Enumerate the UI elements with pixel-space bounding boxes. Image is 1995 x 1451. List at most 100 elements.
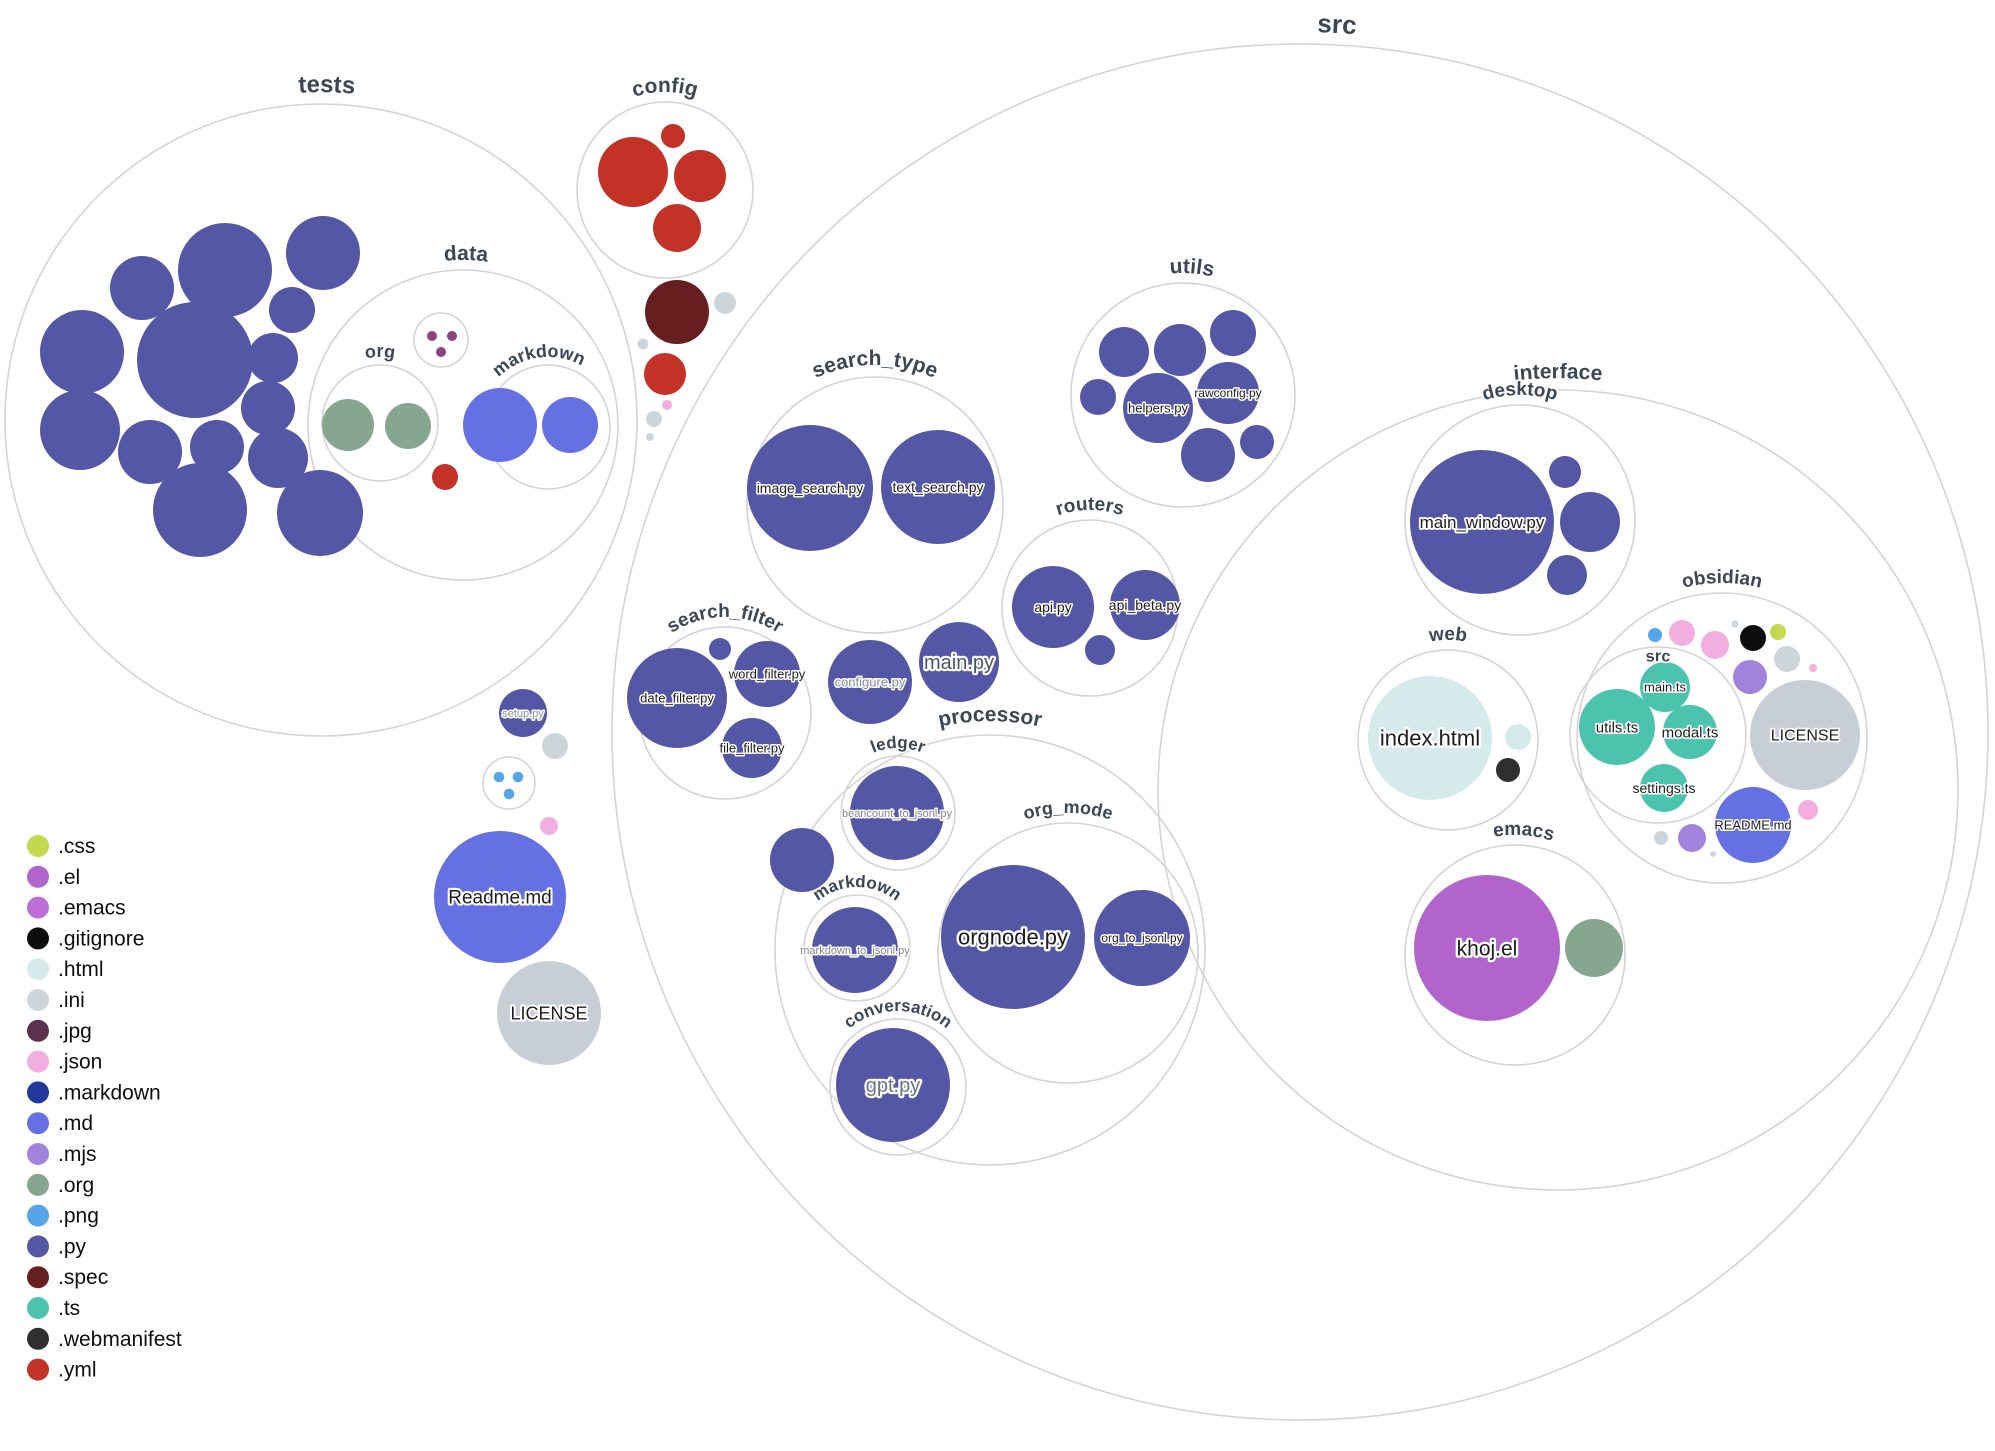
folder-circle-tests-1[interactable] (4, 103, 638, 737)
file-circle-py-9[interactable] (118, 420, 182, 484)
file-circle-json-87[interactable] (1809, 664, 1817, 672)
file-circle-org-93[interactable] (1565, 919, 1623, 977)
folder-circle-interface-17[interactable] (1157, 389, 1959, 1191)
file-circle-settings.ts-76[interactable] (1640, 764, 1688, 812)
file-circle-py-51[interactable] (1099, 327, 1149, 377)
file-circle-configure.py-48[interactable] (828, 640, 912, 724)
file-circle-json-80[interactable] (1669, 620, 1695, 646)
file-circle-index.html-70[interactable] (1368, 676, 1492, 800)
file-circle-png-79[interactable] (1648, 628, 1662, 642)
file-circle-ini-31[interactable] (646, 411, 662, 427)
file-circle-api.py-57[interactable] (1012, 566, 1094, 648)
file-circle-yml-21[interactable] (432, 464, 458, 490)
folder-circle-unnamed-7[interactable] (482, 756, 536, 810)
file-circle-py-54[interactable] (1080, 379, 1116, 415)
folder-circle-desktop-18[interactable] (1404, 404, 1636, 636)
file-circle-main.py-47[interactable] (919, 622, 999, 702)
file-circle-README.md-78[interactable] (1715, 787, 1791, 863)
file-circle-Readme.md-39[interactable] (434, 831, 566, 963)
file-circle-md-19[interactable] (463, 388, 537, 462)
file-circle-json-30[interactable] (662, 400, 672, 410)
file-circle-py-55[interactable] (1181, 428, 1235, 482)
file-circle-py-0[interactable] (178, 223, 272, 317)
file-circle-py-69[interactable] (1547, 555, 1587, 595)
file-circle-ini-86[interactable] (1774, 646, 1800, 672)
file-circle-py-59[interactable] (1085, 635, 1115, 665)
file-circle-webmanifest-72[interactable] (1496, 758, 1520, 782)
file-circle-mjs-89[interactable] (1678, 824, 1706, 852)
folder-circle-src-21[interactable] (1569, 646, 1747, 824)
folder-circle-emacs-22[interactable] (1404, 844, 1626, 1066)
file-circle-ini-28[interactable] (637, 338, 649, 350)
file-circle-png-35[interactable] (493, 771, 505, 783)
file-circle-py-1[interactable] (110, 256, 174, 320)
file-circle-ini-88[interactable] (1654, 831, 1668, 845)
file-circle-text_search.py-42[interactable] (881, 430, 995, 544)
file-circle-org-15[interactable] (385, 403, 431, 449)
file-circle-py-11[interactable] (248, 428, 308, 488)
file-circle-py-12[interactable] (153, 463, 247, 557)
file-circle-main_window.py-66[interactable] (1410, 450, 1554, 594)
file-circle-py-4[interactable] (137, 302, 253, 418)
file-circle-markdown_to_jsonl.py-62[interactable] (812, 907, 898, 993)
file-circle-gpt.py-65[interactable] (836, 1028, 950, 1142)
folder-circle-org_mode-15[interactable] (937, 822, 1199, 1084)
file-circle-css-84[interactable] (1770, 624, 1786, 640)
folder-circle-data-2[interactable] (307, 269, 619, 581)
file-circle-jpg-17[interactable] (447, 331, 457, 341)
file-circle-py-60[interactable] (770, 828, 834, 892)
folder-circle-org-3[interactable] (321, 364, 439, 482)
file-circle-json-81[interactable] (1701, 631, 1729, 659)
file-circle-image_search.py-41[interactable] (747, 425, 873, 551)
file-circle-beancount_to_jsonl.py-61[interactable] (850, 766, 944, 860)
file-circle-mjs-85[interactable] (1733, 660, 1767, 694)
file-circle-py-53[interactable] (1210, 310, 1256, 356)
folder-circle-ledger-13[interactable] (840, 755, 956, 871)
file-circle-py-8[interactable] (40, 390, 120, 470)
file-circle-py-2[interactable] (286, 216, 360, 290)
file-circle-orgnode.py-63[interactable] (941, 865, 1085, 1009)
file-circle-py-46[interactable] (709, 638, 731, 660)
file-circle-py-10[interactable] (190, 420, 244, 474)
file-circle-py-5[interactable] (269, 287, 315, 333)
file-circle-ini-27[interactable] (714, 292, 736, 314)
file-circle-yml-25[interactable] (653, 204, 701, 252)
file-circle-png-37[interactable] (503, 788, 515, 800)
file-circle-LICENSE-40[interactable] (497, 961, 601, 1065)
folder-circle-obsidian-20[interactable] (1576, 592, 1868, 884)
folder-circle-utils-10[interactable] (1070, 282, 1296, 508)
file-circle-khoj.el-92[interactable] (1414, 875, 1560, 1021)
file-circle-utils.ts-74[interactable] (1579, 689, 1655, 765)
file-circle-spec-26[interactable] (645, 280, 709, 344)
file-circle-LICENSE-77[interactable] (1750, 680, 1860, 790)
file-circle-py-67[interactable] (1549, 456, 1581, 488)
file-circle-main.ts-73[interactable] (1640, 662, 1690, 712)
file-circle-yml-22[interactable] (598, 137, 668, 207)
file-circle-py-3[interactable] (40, 310, 124, 394)
file-circle-json-38[interactable] (540, 817, 558, 835)
file-circle-rawconfig.py-50[interactable] (1197, 362, 1259, 424)
file-circle-ini-82[interactable] (1731, 620, 1739, 628)
file-circle-org-14[interactable] (322, 399, 374, 451)
file-circle-api_beta.py-58[interactable] (1110, 570, 1180, 640)
folder-circle-search_type-8[interactable] (746, 376, 1004, 634)
file-circle-py-56[interactable] (1240, 425, 1274, 459)
folder-circle-src-0[interactable] (611, 43, 1989, 1421)
file-circle-setup.py-33[interactable] (499, 689, 547, 737)
file-circle-yml-24[interactable] (674, 150, 726, 202)
folder-circle-markdown-14[interactable] (803, 894, 911, 1002)
file-circle-py-6[interactable] (248, 333, 298, 383)
folder-circle-web-19[interactable] (1357, 649, 1539, 831)
file-circle-file_filter.py-45[interactable] (722, 718, 782, 778)
file-circle-py-52[interactable] (1154, 324, 1206, 376)
file-circle-date_filter.py-43[interactable] (627, 648, 727, 748)
folder-circle-unnamed-5[interactable] (413, 312, 469, 368)
folder-circle-processor-12[interactable] (774, 734, 1206, 1166)
file-circle-jpg-16[interactable] (427, 331, 437, 341)
file-circle-ini-34[interactable] (542, 733, 568, 759)
file-circle-json-91[interactable] (1798, 800, 1818, 820)
file-circle-py-13[interactable] (277, 470, 363, 556)
file-circle-yml-23[interactable] (661, 124, 685, 148)
file-circle-ini-90[interactable] (1710, 851, 1716, 857)
file-circle-helpers.py-49[interactable] (1123, 373, 1193, 443)
